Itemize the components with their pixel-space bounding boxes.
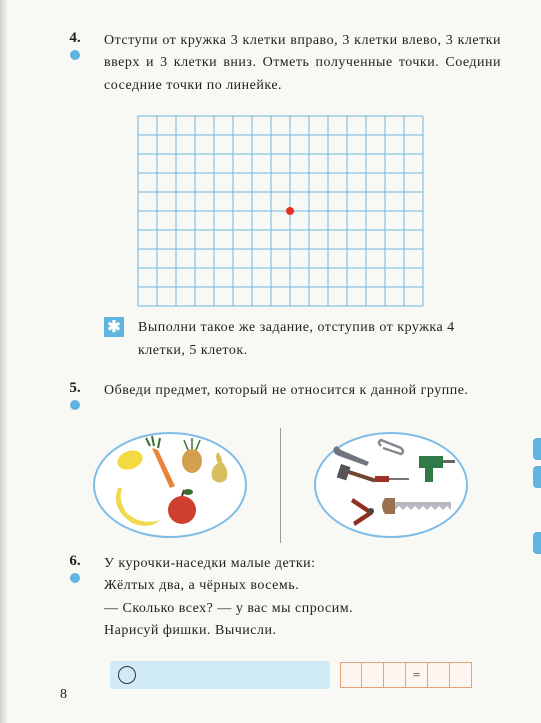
side-tab xyxy=(533,438,541,460)
task-number: 5. xyxy=(69,380,80,397)
eq-cell xyxy=(450,662,472,688)
divider-line xyxy=(280,428,281,543)
circle-outline-icon xyxy=(118,666,136,684)
riddle-line: — Сколько всех? — у вас мы спросим. xyxy=(104,598,501,620)
bullet-dot-icon xyxy=(70,573,80,583)
task-number-block: 4. xyxy=(60,30,90,60)
oval-left-foods xyxy=(90,428,250,543)
star-icon: ✱ xyxy=(104,317,124,337)
task-text: Обведи предмет, который не относится к д… xyxy=(104,380,501,402)
ovals-exercise xyxy=(60,428,501,543)
task-4: 4. Отступи от кружка 3 клетки вправо, 3 … xyxy=(60,30,501,97)
eq-cell xyxy=(362,662,384,688)
page-binding-edge xyxy=(0,0,8,723)
eq-cell xyxy=(384,662,406,688)
bullet-dot-icon xyxy=(70,400,80,410)
answer-row: = xyxy=(110,661,501,689)
riddle-line: Жёлтых два, а чёрных восемь. xyxy=(104,575,501,597)
eq-cell-equals: = xyxy=(406,662,428,688)
star-task: ✱ Выполни такое же задание, отступив от … xyxy=(104,317,501,362)
task-text: У курочки-наседки малые детки: Жёлтых дв… xyxy=(104,553,501,643)
grid-svg xyxy=(137,115,424,307)
task-5: 5. Обведи предмет, который не относится … xyxy=(60,380,501,410)
task-number: 4. xyxy=(69,30,80,47)
eq-cell xyxy=(428,662,450,688)
bullet-dot-icon xyxy=(70,50,80,60)
task-text: Отступи от кружка 3 клетки вправо, 3 кле… xyxy=(104,30,501,97)
grid-exercise xyxy=(60,115,501,307)
task-number-block: 5. xyxy=(60,380,90,410)
task-number: 6. xyxy=(69,553,80,570)
task-6: 6. У курочки-наседки малые детки: Жёлтых… xyxy=(60,553,501,643)
equation-boxes: = xyxy=(340,662,472,688)
riddle-line: Нарисуй фишки. Вычисли. xyxy=(104,620,501,642)
side-tab xyxy=(533,466,541,488)
task-number-block: 6. xyxy=(60,553,90,583)
page-number: 8 xyxy=(60,687,67,703)
eq-cell xyxy=(340,662,362,688)
side-tab xyxy=(533,532,541,554)
star-task-text: Выполни такое же задание, отступив от кр… xyxy=(138,317,501,362)
oval-right-tools xyxy=(311,428,471,543)
riddle-line: У курочки-наседки малые детки: xyxy=(104,553,501,575)
chips-slot xyxy=(110,661,330,689)
